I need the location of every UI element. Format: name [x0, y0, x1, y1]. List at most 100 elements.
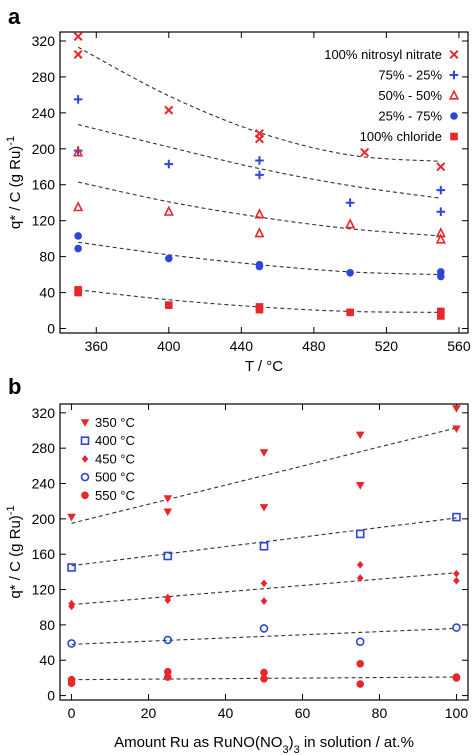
data-point — [436, 185, 446, 195]
data-point — [260, 579, 268, 588]
fit-curve — [71, 427, 457, 524]
y-tick-label: 80 — [39, 617, 55, 633]
data-point — [254, 134, 264, 144]
data-point — [67, 639, 76, 648]
data-point — [453, 576, 460, 585]
data-point — [74, 288, 82, 297]
y-tick-label: 80 — [39, 249, 55, 265]
data-point — [73, 49, 83, 59]
data-point — [260, 668, 268, 677]
legend: 100% nitrosyl nitrate 75% - 25% 50% - 50% 2… — [324, 47, 460, 144]
legend-label: 100% nitrosyl nitrate — [324, 47, 442, 62]
y-tick-label: 0 — [47, 688, 55, 704]
data-point — [68, 602, 75, 611]
y-tick-label: 40 — [39, 652, 55, 668]
y-axis-label: q* / C (g Ru)-1 — [5, 505, 24, 598]
data-point — [67, 679, 76, 688]
x-axis-label: Amount Ru as RuNO(NO3)3 in solution / at… — [114, 734, 414, 755]
data-point — [164, 105, 174, 115]
plot-frame — [59, 31, 469, 334]
data-point — [254, 208, 265, 219]
y-tick-label: 240 — [32, 105, 56, 121]
data-point — [74, 244, 82, 253]
data-point — [437, 272, 445, 281]
data-point — [163, 673, 172, 681]
fit-curve — [71, 572, 457, 606]
legend-marker — [449, 49, 459, 60]
legend-label: 500 °C — [95, 470, 135, 485]
y-tick-label: 200 — [32, 511, 56, 527]
series-0 — [73, 31, 446, 172]
x-tick-label: 400 — [157, 338, 181, 354]
panel-letter: a — [8, 4, 21, 29]
y-tick-label: 120 — [32, 213, 56, 229]
legend-label: 550 °C — [95, 488, 135, 503]
y-tick-label: 280 — [32, 440, 56, 456]
data-point — [259, 541, 269, 551]
y-tick-label: 160 — [32, 546, 56, 562]
legend-marker — [80, 472, 90, 482]
x-tick-label: 360 — [85, 338, 109, 354]
legend-label: 25% - 75% — [378, 109, 442, 124]
x-tick-label: 440 — [230, 338, 254, 354]
y-tick-label: 40 — [39, 285, 55, 301]
y-tick-label: 200 — [32, 141, 56, 157]
panel-b: b 0 40 80 120 160 200 240 280 320 0 20 40 60 80 100 Amou… — [5, 374, 469, 755]
fit-curve — [71, 517, 457, 567]
series-4 — [74, 286, 445, 320]
fit-curve — [71, 627, 457, 645]
data-point — [437, 312, 445, 320]
data-point — [452, 405, 461, 413]
legend-label: 50% - 50% — [378, 88, 442, 103]
series-3 — [67, 623, 461, 648]
plot-frame — [59, 403, 469, 701]
series-4 — [67, 659, 461, 688]
legend-label: 400 °C — [95, 433, 135, 448]
y-axis-label: q* / C (g Ru)-1 — [5, 136, 24, 229]
legend-marker — [450, 132, 458, 141]
legend-marker — [448, 89, 460, 100]
series-2 — [68, 561, 460, 611]
series-0 — [67, 405, 461, 522]
series-3 — [74, 232, 445, 281]
data-point — [73, 95, 83, 104]
data-point — [435, 233, 446, 244]
data-point — [163, 551, 173, 561]
legend-label: 350 °C — [95, 415, 135, 430]
data-point — [165, 254, 173, 263]
data-point — [255, 156, 264, 165]
data-point — [259, 624, 269, 633]
panel-a: a 0 40 80 120 160 200 240 280 320 360 400 440 480 520 5… — [5, 4, 471, 375]
data-point — [355, 431, 365, 440]
y-tick-label: 0 — [47, 321, 55, 337]
series-2 — [73, 146, 446, 244]
data-point — [345, 218, 356, 229]
data-point — [165, 301, 173, 309]
data-point — [164, 596, 172, 604]
data-point — [452, 425, 461, 434]
data-point — [436, 207, 446, 217]
y-tick-label: 280 — [32, 69, 56, 85]
y-tick-label: 240 — [32, 476, 56, 492]
data-point — [255, 170, 264, 180]
data-point — [452, 512, 461, 522]
data-point — [452, 674, 461, 682]
x-tick-label: 560 — [447, 338, 471, 354]
data-point — [346, 308, 354, 317]
data-point — [355, 637, 365, 646]
x-tick-label: 80 — [372, 705, 388, 721]
data-point — [74, 232, 82, 240]
data-point — [163, 495, 173, 503]
legend-marker — [81, 455, 89, 463]
y-tick-label: 120 — [32, 582, 56, 598]
data-point — [260, 597, 268, 605]
data-point — [356, 561, 364, 569]
legend-marker — [449, 70, 459, 80]
data-point — [259, 504, 269, 512]
legend: 350 °C 400 °C 450 °C 500 °C 550 °C — [80, 415, 135, 503]
data-point — [163, 205, 174, 216]
data-point — [163, 635, 173, 645]
legend-label: 100% chloride — [360, 129, 442, 144]
data-point — [355, 529, 365, 539]
